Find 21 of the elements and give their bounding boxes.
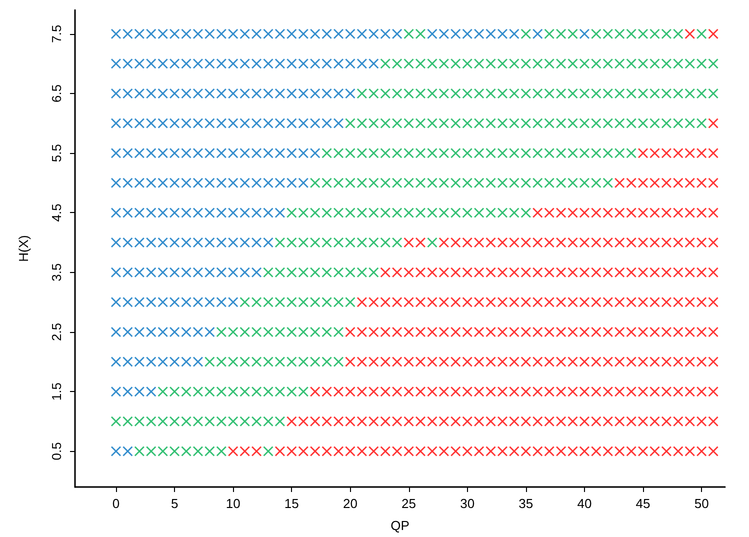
x-tick-label: 50 bbox=[694, 496, 709, 511]
x-tick-label: 25 bbox=[402, 496, 416, 511]
x-tick-label: 30 bbox=[460, 496, 475, 511]
y-axis-title: H(X) bbox=[16, 235, 31, 262]
x-tick-label: 40 bbox=[577, 496, 592, 511]
x-tick-label: 35 bbox=[518, 496, 534, 511]
x-tick-label: 15 bbox=[284, 496, 299, 511]
y-tick-label: 7.5 bbox=[49, 24, 64, 43]
y-tick-label: 6.5 bbox=[49, 84, 64, 103]
y-tick-label: 0.5 bbox=[49, 442, 64, 460]
x-tick-label: 10 bbox=[226, 496, 240, 511]
x-tick-label: 20 bbox=[342, 496, 358, 511]
y-tick-label: 1.5 bbox=[49, 382, 64, 401]
x-axis-title: QP bbox=[390, 518, 410, 533]
y-tick-label: 5.5 bbox=[49, 144, 64, 162]
x-tick-label: 0 bbox=[112, 496, 120, 511]
y-tick-label: 2.5 bbox=[49, 322, 64, 342]
y-tick-label: 4.5 bbox=[49, 204, 64, 222]
x-tick-label: 45 bbox=[636, 496, 650, 511]
y-tick-label: 3.5 bbox=[49, 263, 64, 282]
x-tick-label: 5 bbox=[170, 496, 178, 511]
